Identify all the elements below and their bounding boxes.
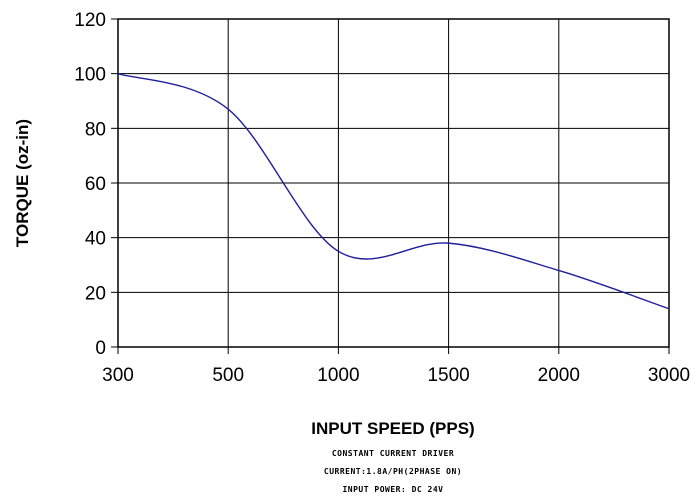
note-current: CURRENT:1.8A/PH(2PHASE ON)	[324, 467, 462, 476]
x-tick-label: 2000	[538, 365, 580, 386]
y-axis-title: TORQUE (oz-in)	[13, 119, 32, 247]
y-tick-label: 100	[74, 65, 106, 86]
x-tick-label: 300	[102, 365, 134, 386]
x-tick-label: 1500	[427, 365, 469, 386]
x-tick-label: 3000	[648, 365, 690, 386]
x-tick-label: 500	[212, 365, 244, 386]
note-driver: CONSTANT CURRENT DRIVER	[332, 449, 454, 458]
y-tick-label: 40	[85, 229, 106, 250]
y-tick-label: 0	[95, 338, 106, 359]
torque-curve-line	[117, 73, 670, 310]
grid	[117, 18, 670, 348]
y-tick-label: 20	[85, 283, 106, 304]
y-axis-ticks: 0 20 40 60 80 100 120	[74, 10, 118, 359]
series-layer	[117, 73, 670, 310]
y-tick-label: 120	[74, 10, 106, 31]
x-tick-label: 1000	[317, 365, 359, 386]
y-tick-label: 80	[85, 119, 106, 140]
y-tick-label: 60	[85, 174, 106, 195]
note-input-power: INPUT POWER: DC 24V	[342, 485, 443, 494]
x-axis-title: INPUT SPEED (PPS)	[311, 419, 474, 438]
x-axis-ticks: 300 500 1000 1500 2000 3000	[102, 347, 690, 386]
